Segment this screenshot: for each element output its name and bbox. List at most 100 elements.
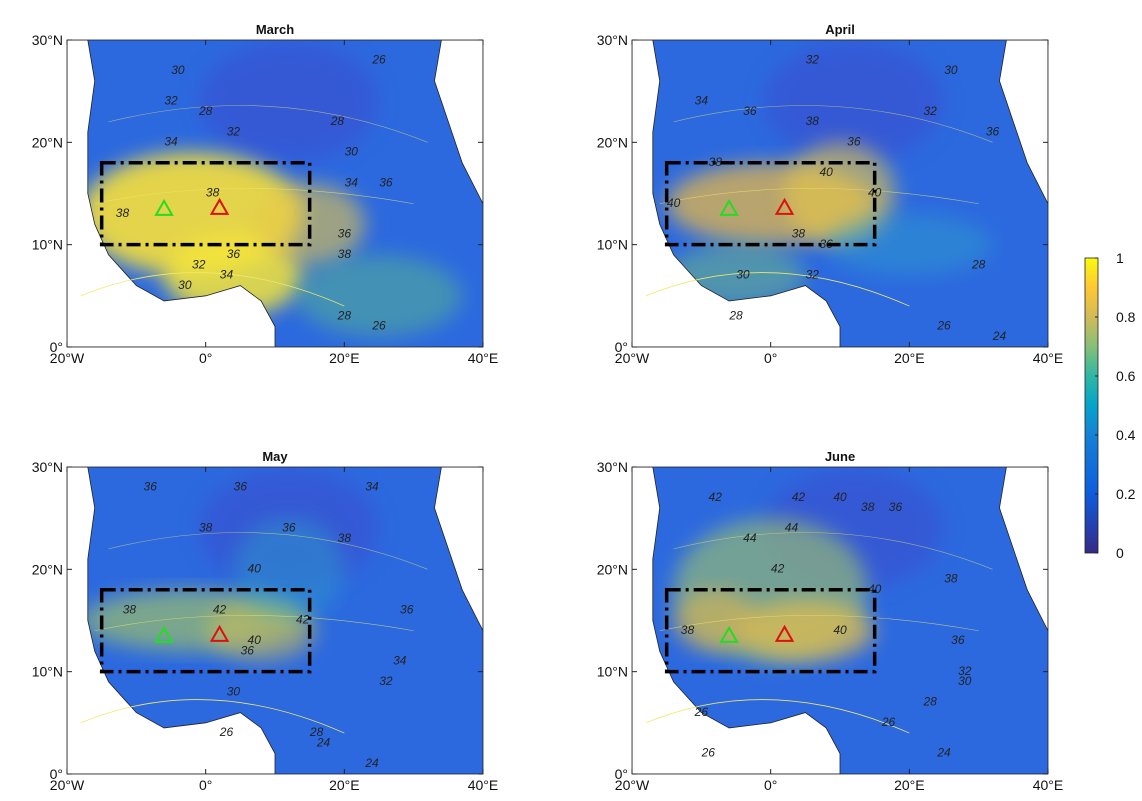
colorbar-tick-label: 0.2	[1116, 486, 1136, 502]
colorbar-tick-label: 1	[1116, 250, 1124, 266]
contour-label: 38	[338, 247, 352, 261]
contour-label: 36	[234, 480, 248, 494]
axes-frame	[631, 466, 1049, 775]
x-tick-label: 0°	[764, 350, 777, 366]
y-tick-label: 10°N	[32, 664, 63, 680]
colorbar: 0 0.2 0.4 0.6 0.8 1	[1084, 250, 1136, 561]
y-tick-label: 20°N	[597, 134, 628, 150]
colorbar-tick-label: 0.6	[1116, 368, 1136, 384]
study-box	[99, 161, 312, 247]
red-sea	[999, 40, 1048, 204]
contour	[80, 272, 345, 307]
contour-label: 30	[227, 684, 241, 698]
contour-label: 32	[806, 53, 820, 67]
x-tick-label: 0°	[199, 777, 212, 793]
x-tick-label: 0°	[199, 350, 212, 366]
field-blob	[673, 589, 757, 652]
contour-label: 42	[709, 490, 723, 504]
contour	[108, 532, 428, 570]
contour-label: 36	[227, 247, 241, 261]
map-panel: 36 36 343840363842403836363432302824262442…	[32, 449, 499, 793]
y-tick-label: 30°N	[597, 459, 628, 475]
contour-label: 36	[338, 227, 352, 241]
y-tick-label: 0°	[615, 766, 628, 782]
contour-label: 36	[743, 104, 757, 118]
contour-label: 26	[694, 705, 709, 719]
y-tick-label: 10°N	[32, 237, 63, 253]
study-box	[99, 588, 312, 674]
x-tick-label: 20°W	[50, 777, 85, 793]
site-marker	[209, 197, 230, 215]
x-tick-label: 0°	[764, 777, 777, 793]
contour-label: 38	[199, 521, 213, 535]
contour-label: 36	[819, 237, 833, 251]
contour-label: 42	[296, 613, 310, 627]
contour-label: 24	[936, 746, 951, 760]
contour-label: 26	[936, 319, 951, 333]
contour-label: 42	[213, 602, 227, 616]
contour	[645, 699, 910, 734]
contour-label: 28	[728, 308, 743, 322]
contour	[659, 615, 979, 632]
study-box	[664, 588, 877, 674]
contour-label: 28	[337, 308, 352, 322]
contour-label: 34	[393, 654, 407, 668]
x-tick-label: 20°E	[329, 350, 360, 366]
contour	[645, 272, 910, 307]
field-blob	[295, 254, 463, 337]
x-tick-label: 20°W	[615, 777, 650, 793]
y-tick-label: 0°	[50, 339, 63, 355]
panel-title: June	[825, 449, 855, 464]
site-marker	[719, 625, 739, 643]
contour-label: 32	[164, 94, 178, 108]
contour-label: 38	[116, 206, 130, 220]
contour-label: 32	[806, 268, 820, 282]
contour-label: 30	[736, 268, 750, 282]
y-tick-label: 30°N	[32, 32, 63, 48]
x-tick-label: 20°W	[50, 350, 85, 366]
site-marker	[774, 624, 795, 642]
contour-label: 36	[951, 633, 965, 647]
contour-label: 34	[365, 480, 379, 494]
contour-label: 36	[144, 480, 158, 494]
contour-label: 36	[241, 643, 255, 657]
contour-label: 26	[371, 53, 386, 67]
x-tick-label: 40°E	[468, 350, 499, 366]
contour-label: 34	[164, 135, 178, 149]
contour-label: 30	[958, 674, 972, 688]
contour-label: 32	[923, 104, 937, 118]
y-tick-label: 10°N	[597, 664, 628, 680]
field-blob	[763, 41, 944, 162]
x-tick-label: 40°E	[1033, 777, 1064, 793]
contour-label: 44	[743, 531, 757, 545]
contour	[94, 188, 414, 205]
y-tick-label: 20°N	[32, 561, 63, 577]
contour-label: 36	[889, 500, 903, 514]
contour-label: 34	[345, 175, 359, 189]
contour-label: 42	[771, 562, 785, 576]
contour-label: 30	[944, 63, 958, 77]
contour	[80, 699, 345, 734]
contour-label: 30	[171, 63, 185, 77]
colorbar-tick-label: 0.8	[1116, 309, 1136, 325]
site-marker	[209, 624, 230, 642]
contour-label: 28	[330, 114, 345, 128]
contour-label: 34	[695, 94, 709, 108]
contour-label: 26	[701, 746, 716, 760]
contour-label: 40	[248, 633, 262, 647]
contour-label: 38	[792, 227, 806, 241]
contour-label: 28	[922, 695, 937, 709]
contour	[108, 105, 428, 143]
y-tick-label: 20°N	[32, 134, 63, 150]
axes-frame	[66, 466, 484, 775]
contour-label: 28	[309, 725, 324, 739]
contour-label: 38	[806, 114, 820, 128]
y-tick-label: 30°N	[597, 32, 628, 48]
site-marker	[154, 198, 174, 216]
ocean	[67, 467, 276, 774]
contour-label: 24	[992, 329, 1007, 343]
y-tick-label: 0°	[615, 339, 628, 355]
